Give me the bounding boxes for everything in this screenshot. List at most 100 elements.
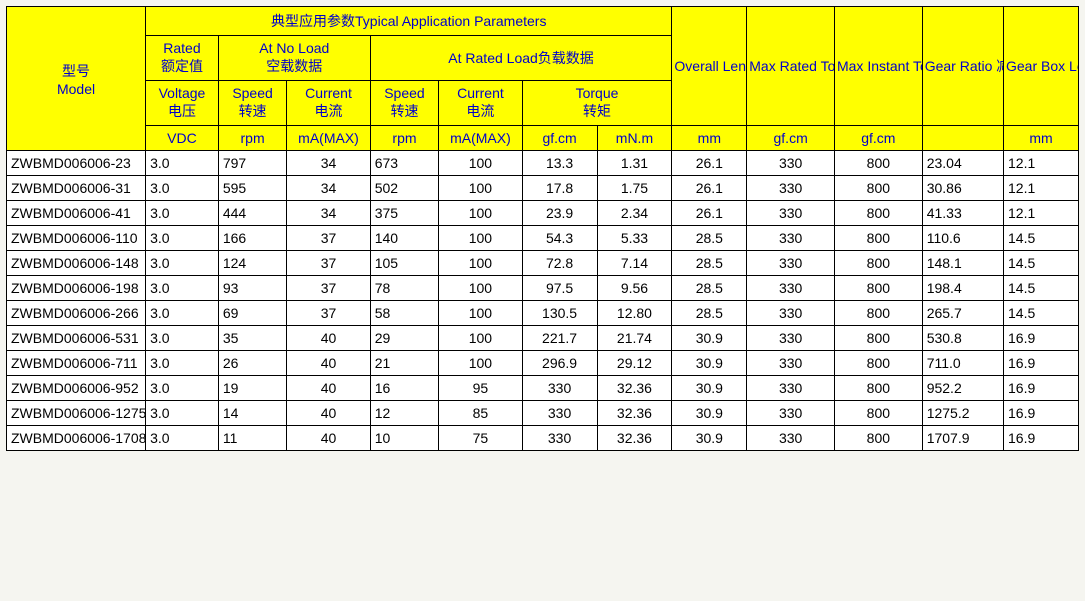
cell-overall-length: 26.1 xyxy=(672,176,747,201)
cell-speed-rated: 29 xyxy=(370,326,438,351)
cell-speed-rated: 78 xyxy=(370,276,438,301)
cell-gear-ratio: 110.6 xyxy=(922,226,1003,251)
cell-current-noload: 34 xyxy=(287,151,370,176)
cell-torque-mnm: 1.75 xyxy=(597,176,672,201)
cell-current-noload: 37 xyxy=(287,226,370,251)
unit-gfcm-1: gf.cm xyxy=(522,126,597,151)
cell-model: ZWBMD006006-198 xyxy=(7,276,146,301)
cell-current-rated: 95 xyxy=(439,376,522,401)
cell-overall-length: 26.1 xyxy=(672,201,747,226)
unit-ratio-blank xyxy=(922,126,1003,151)
table-row: ZWBMD006006-313.05953450210017.81.7526.1… xyxy=(7,176,1079,201)
cell-max-rated: 330 xyxy=(747,201,835,226)
cell-model: ZWBMD006006-31 xyxy=(7,176,146,201)
cell-torque-mnm: 9.56 xyxy=(597,276,672,301)
cell-speed-noload: 166 xyxy=(218,226,286,251)
cell-max-instant: 800 xyxy=(834,276,922,301)
table-row: ZWBMD006006-17083.01140107533032.3630.93… xyxy=(7,426,1079,451)
cell-current-noload: 37 xyxy=(287,276,370,301)
cell-torque-mnm: 12.80 xyxy=(597,301,672,326)
hdr-torque: Torque转矩 xyxy=(522,81,672,126)
spec-table: 型号Model 典型应用参数Typical Application Parame… xyxy=(6,6,1079,451)
hdr-model: 型号Model xyxy=(7,7,146,151)
table-row: ZWBMD006006-12753.01440128533032.3630.93… xyxy=(7,401,1079,426)
cell-current-rated: 100 xyxy=(439,351,522,376)
cell-max-rated: 330 xyxy=(747,351,835,376)
hdr-current-noload: Current电流 xyxy=(287,81,370,126)
cell-current-rated: 100 xyxy=(439,151,522,176)
cell-vdc: 3.0 xyxy=(146,351,219,376)
hdr-current-rated: Current电流 xyxy=(439,81,522,126)
cell-max-instant: 800 xyxy=(834,376,922,401)
cell-model: ZWBMD006006-23 xyxy=(7,151,146,176)
cell-max-instant: 800 xyxy=(834,301,922,326)
hdr-voltage: Voltage电压 xyxy=(146,81,219,126)
cell-speed-rated: 673 xyxy=(370,151,438,176)
cell-gear-ratio: 530.8 xyxy=(922,326,1003,351)
cell-max-rated: 330 xyxy=(747,226,835,251)
unit-mnm: mN.m xyxy=(597,126,672,151)
table-row: ZWBMD006006-9523.01940169533032.3630.933… xyxy=(7,376,1079,401)
cell-speed-rated: 502 xyxy=(370,176,438,201)
table-row: ZWBMD006006-1103.01663714010054.35.3328.… xyxy=(7,226,1079,251)
hdr-max-rated: Max Rated Torque of Gear Box xyxy=(747,7,835,126)
cell-gear-ratio: 198.4 xyxy=(922,276,1003,301)
cell-max-instant: 800 xyxy=(834,426,922,451)
cell-gear-ratio: 265.7 xyxy=(922,301,1003,326)
cell-model: ZWBMD006006-952 xyxy=(7,376,146,401)
cell-gear-ratio: 23.04 xyxy=(922,151,1003,176)
table-row: ZWBMD006006-413.04443437510023.92.3426.1… xyxy=(7,201,1079,226)
cell-speed-noload: 35 xyxy=(218,326,286,351)
cell-vdc: 3.0 xyxy=(146,201,219,226)
cell-gearbox-length: 12.1 xyxy=(1004,201,1079,226)
cell-current-rated: 85 xyxy=(439,401,522,426)
cell-model: ZWBMD006006-41 xyxy=(7,201,146,226)
cell-torque-mnm: 7.14 xyxy=(597,251,672,276)
cell-torque-gfcm: 72.8 xyxy=(522,251,597,276)
cell-overall-length: 28.5 xyxy=(672,251,747,276)
cell-current-noload: 34 xyxy=(287,176,370,201)
cell-gear-ratio: 30.86 xyxy=(922,176,1003,201)
cell-current-rated: 100 xyxy=(439,176,522,201)
cell-torque-gfcm: 330 xyxy=(522,376,597,401)
cell-max-rated: 330 xyxy=(747,251,835,276)
cell-speed-rated: 375 xyxy=(370,201,438,226)
cell-max-instant: 800 xyxy=(834,176,922,201)
cell-gearbox-length: 14.5 xyxy=(1004,226,1079,251)
cell-speed-rated: 21 xyxy=(370,351,438,376)
cell-current-rated: 100 xyxy=(439,326,522,351)
cell-speed-noload: 797 xyxy=(218,151,286,176)
cell-overall-length: 26.1 xyxy=(672,151,747,176)
cell-gear-ratio: 1707.9 xyxy=(922,426,1003,451)
cell-torque-gfcm: 330 xyxy=(522,426,597,451)
cell-max-rated: 330 xyxy=(747,151,835,176)
cell-overall-length: 30.9 xyxy=(672,351,747,376)
cell-torque-mnm: 2.34 xyxy=(597,201,672,226)
cell-overall-length: 30.9 xyxy=(672,376,747,401)
unit-gfcm-2: gf.cm xyxy=(747,126,835,151)
table-row: ZWBMD006006-5313.0354029100221.721.7430.… xyxy=(7,326,1079,351)
cell-current-noload: 37 xyxy=(287,251,370,276)
cell-torque-mnm: 5.33 xyxy=(597,226,672,251)
cell-speed-noload: 14 xyxy=(218,401,286,426)
cell-torque-gfcm: 54.3 xyxy=(522,226,597,251)
cell-max-rated: 330 xyxy=(747,276,835,301)
cell-vdc: 3.0 xyxy=(146,426,219,451)
cell-torque-mnm: 32.36 xyxy=(597,401,672,426)
cell-vdc: 3.0 xyxy=(146,251,219,276)
unit-mm-1: mm xyxy=(672,126,747,151)
cell-vdc: 3.0 xyxy=(146,376,219,401)
cell-vdc: 3.0 xyxy=(146,301,219,326)
cell-model: ZWBMD006006-1708 xyxy=(7,426,146,451)
hdr-overall-length: Overall Length 总长L xyxy=(672,7,747,126)
cell-speed-rated: 16 xyxy=(370,376,438,401)
cell-gearbox-length: 12.1 xyxy=(1004,176,1079,201)
table-row: ZWBMD006006-1483.01243710510072.87.1428.… xyxy=(7,251,1079,276)
cell-speed-rated: 140 xyxy=(370,226,438,251)
cell-overall-length: 28.5 xyxy=(672,276,747,301)
cell-max-rated: 330 xyxy=(747,376,835,401)
cell-overall-length: 30.9 xyxy=(672,426,747,451)
cell-gearbox-length: 16.9 xyxy=(1004,376,1079,401)
cell-torque-gfcm: 130.5 xyxy=(522,301,597,326)
cell-max-rated: 330 xyxy=(747,176,835,201)
